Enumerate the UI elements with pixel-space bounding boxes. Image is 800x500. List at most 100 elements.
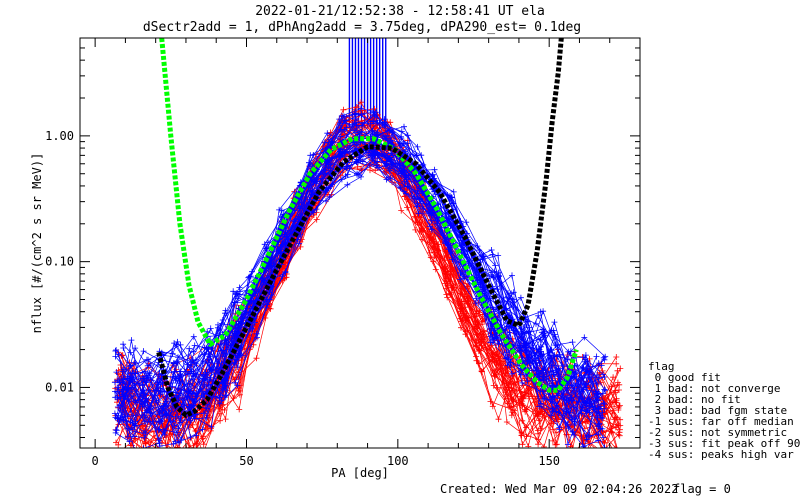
blue-point xyxy=(571,373,578,380)
blue-point xyxy=(278,207,285,214)
blue-point xyxy=(307,152,314,159)
blue-point xyxy=(511,296,517,303)
red-point xyxy=(464,314,471,321)
blue-point xyxy=(160,402,167,409)
blue-point xyxy=(524,378,531,385)
blue-point xyxy=(338,176,345,183)
blue-point xyxy=(601,356,608,363)
blue-point xyxy=(232,291,239,298)
blue-point xyxy=(161,431,168,438)
red-point xyxy=(458,304,465,311)
red-point xyxy=(616,450,622,456)
blue-point xyxy=(205,382,212,389)
blue-point xyxy=(595,437,602,444)
red-point xyxy=(473,310,480,317)
blue-point xyxy=(308,188,314,195)
blue-point xyxy=(184,361,191,368)
blue-point xyxy=(386,155,393,162)
blue-point xyxy=(185,371,192,378)
red-point xyxy=(612,424,619,431)
blue-point xyxy=(321,139,328,146)
red-point xyxy=(613,450,619,456)
blue-point xyxy=(555,366,562,373)
blue-point xyxy=(351,111,358,118)
blue-point xyxy=(570,404,577,411)
red-point xyxy=(584,449,590,455)
red-point xyxy=(160,448,166,454)
blue-point xyxy=(342,117,349,124)
blue-point xyxy=(200,358,207,364)
blue-point xyxy=(358,173,364,180)
blue-point xyxy=(146,372,153,379)
red-point xyxy=(614,367,621,374)
blue-point xyxy=(578,410,585,417)
red-point xyxy=(190,450,196,456)
blue-point xyxy=(431,166,438,173)
blue-point xyxy=(595,405,602,412)
red-point xyxy=(617,416,624,423)
red-point xyxy=(174,444,181,448)
red-point xyxy=(445,275,452,282)
blue-point xyxy=(322,170,329,177)
blue-point xyxy=(428,212,435,218)
green-fit-curve xyxy=(159,38,579,393)
blue-point xyxy=(219,387,226,394)
blue-point xyxy=(600,371,607,378)
blue-point xyxy=(429,171,436,178)
blue-point xyxy=(567,348,574,355)
blue-point xyxy=(171,422,178,429)
blue-point xyxy=(571,415,578,422)
blue-point xyxy=(157,391,164,398)
blue-point xyxy=(565,425,572,432)
plot-frame xyxy=(79,37,641,449)
blue-point xyxy=(569,428,576,435)
legend-item: 0 good fit xyxy=(648,371,721,384)
blue-point xyxy=(518,371,524,378)
blue-point xyxy=(595,423,602,430)
blue-point xyxy=(369,155,376,162)
blue-point xyxy=(171,340,178,347)
y-axis-label: nflux [#/(cm^2 s sr MeV)] xyxy=(30,153,44,334)
blue-point xyxy=(580,365,587,372)
blue-point xyxy=(537,348,544,355)
red-point xyxy=(464,285,471,292)
blue-point xyxy=(139,403,146,410)
blue-point xyxy=(205,350,212,357)
flag-status: flag = 0 xyxy=(673,482,731,496)
blue-point xyxy=(325,139,332,146)
blue-point xyxy=(200,372,207,379)
blue-point xyxy=(522,342,529,349)
red-point xyxy=(232,374,239,381)
red-point xyxy=(457,290,464,297)
red-point xyxy=(480,333,487,339)
red-point xyxy=(448,289,455,296)
blue-point xyxy=(414,200,421,207)
blue-point xyxy=(602,387,609,394)
blue-point xyxy=(383,160,390,167)
blue-point xyxy=(489,339,496,346)
blue-point xyxy=(491,331,498,338)
blue-point xyxy=(174,338,181,345)
red-point xyxy=(217,401,224,408)
red-point xyxy=(367,167,373,174)
red-point xyxy=(372,167,379,174)
red-point xyxy=(115,441,122,448)
y-tick-label: 0.01 xyxy=(45,380,74,394)
blue-point xyxy=(492,262,499,269)
blue-point xyxy=(188,368,195,375)
blue-point xyxy=(463,219,470,226)
blue-point xyxy=(415,210,422,217)
red-point xyxy=(222,416,229,423)
blue-point xyxy=(201,381,208,388)
blue-point xyxy=(119,368,126,375)
x-tick-label: 0 xyxy=(92,454,99,468)
red-point xyxy=(503,419,510,425)
blue-point xyxy=(450,188,457,195)
blue-point xyxy=(325,164,332,171)
blue-point xyxy=(247,299,254,306)
blue-point xyxy=(602,353,609,360)
red-point xyxy=(404,204,411,211)
blue-point xyxy=(140,445,147,448)
red-point xyxy=(491,372,498,379)
blue-point xyxy=(324,130,331,137)
